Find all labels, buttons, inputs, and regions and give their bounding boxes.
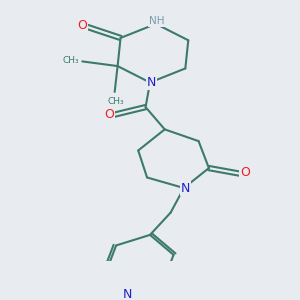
Text: O: O — [240, 166, 250, 179]
Text: NH: NH — [149, 16, 164, 26]
Text: CH₃: CH₃ — [62, 56, 79, 65]
Text: N: N — [147, 76, 156, 89]
Text: O: O — [104, 108, 114, 121]
Text: O: O — [77, 19, 87, 32]
Text: N: N — [123, 288, 133, 300]
Text: CH₃: CH₃ — [108, 97, 124, 106]
Text: N: N — [181, 182, 190, 194]
